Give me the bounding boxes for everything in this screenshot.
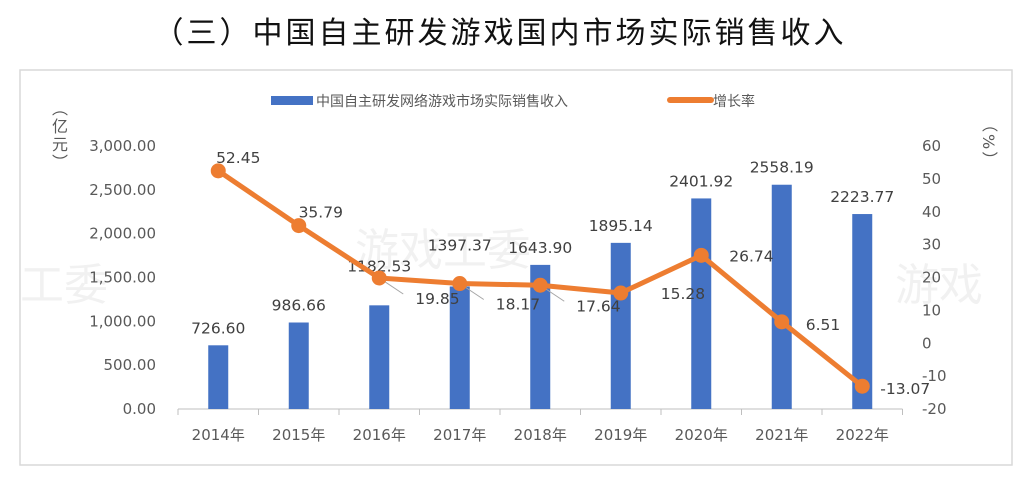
bar — [852, 214, 873, 409]
line-point — [210, 163, 226, 179]
line-point — [693, 247, 709, 263]
left-axis-unit: （亿元） — [49, 100, 68, 172]
bar — [449, 286, 470, 409]
x-axis-label: 2014年 — [192, 426, 245, 444]
right-axis-tick: 20 — [922, 269, 941, 287]
chart-frame — [19, 69, 1013, 466]
line-point — [774, 314, 790, 330]
left-axis-tick: 2,000.00 — [89, 225, 156, 243]
line-data-label: 26.74 — [729, 247, 773, 265]
bar-data-label: 986.66 — [272, 297, 326, 315]
legend-line-label: 增长率 — [713, 93, 755, 110]
right-axis-tick: 50 — [922, 170, 941, 188]
left-axis-tick: 0.00 — [123, 400, 156, 418]
bar-data-label: 1895.14 — [589, 217, 653, 235]
right-axis-tick: 10 — [922, 301, 941, 319]
bar — [771, 184, 792, 409]
right-axis-tick: 40 — [922, 203, 941, 221]
right-axis-tick: -10 — [922, 367, 947, 385]
x-axis-label: 2022年 — [836, 426, 889, 444]
bar-data-label: 2401.92 — [669, 172, 733, 190]
right-axis-tick: 60 — [922, 137, 941, 155]
left-axis-tick: 1,500.00 — [89, 269, 156, 287]
right-axis-unit: （%） — [979, 116, 998, 170]
watermark: 工委 — [20, 260, 108, 311]
line-data-label: 17.64 — [576, 297, 620, 315]
x-axis-label: 2017年 — [433, 426, 486, 444]
line-point — [532, 277, 548, 293]
right-axis-tick: 30 — [922, 236, 941, 254]
x-axis-label: 2021年 — [755, 426, 808, 444]
left-axis-tick: 3,000.00 — [89, 137, 156, 155]
line-data-label: 6.51 — [806, 316, 841, 334]
line-data-label: 35.79 — [299, 204, 343, 222]
bar-data-label: 2223.77 — [830, 188, 894, 206]
bar — [691, 198, 712, 409]
bar-data-label: 1397.37 — [428, 236, 492, 254]
legend-bar-swatch — [271, 96, 313, 105]
page-title: （三）中国自主研发游戏国内市场实际销售收入 — [153, 16, 847, 51]
x-axis-label: 2019年 — [594, 426, 647, 444]
line-point — [452, 276, 468, 292]
x-axis-label: 2018年 — [514, 426, 567, 444]
bar-data-label: 1643.90 — [508, 239, 572, 257]
bar-data-label: 726.60 — [191, 319, 245, 337]
line-data-label: 52.45 — [216, 149, 260, 167]
bar — [208, 345, 229, 409]
legend-bar-label: 中国自主研发网络游戏市场实际销售收入 — [316, 93, 568, 110]
left-axis-tick: 500.00 — [104, 356, 157, 374]
x-axis-label: 2020年 — [675, 426, 728, 444]
x-axis-label: 2015年 — [272, 426, 325, 444]
watermark: 游戏工委 — [355, 225, 531, 276]
watermark: 游戏 — [895, 260, 983, 311]
left-axis-tick: 2,500.00 — [89, 181, 156, 199]
right-axis-tick: -20 — [922, 400, 947, 418]
bar — [288, 322, 309, 409]
bar-data-label: 1182.53 — [347, 257, 411, 275]
bar — [369, 305, 390, 409]
bar-data-label: 2558.19 — [750, 159, 814, 177]
line-point — [854, 378, 870, 394]
line-point — [291, 218, 307, 234]
line-data-label: 15.28 — [661, 285, 705, 303]
line-data-label: -13.07 — [880, 380, 930, 398]
right-axis-tick: 0 — [922, 334, 932, 352]
x-axis-label: 2016年 — [353, 426, 406, 444]
line-point — [371, 270, 387, 286]
bar — [530, 264, 551, 409]
left-axis-tick: 1,000.00 — [89, 312, 156, 330]
line-point — [613, 285, 629, 301]
line-data-label: 19.85 — [415, 290, 459, 308]
line-data-label: 18.17 — [496, 296, 540, 314]
bar — [610, 242, 631, 409]
